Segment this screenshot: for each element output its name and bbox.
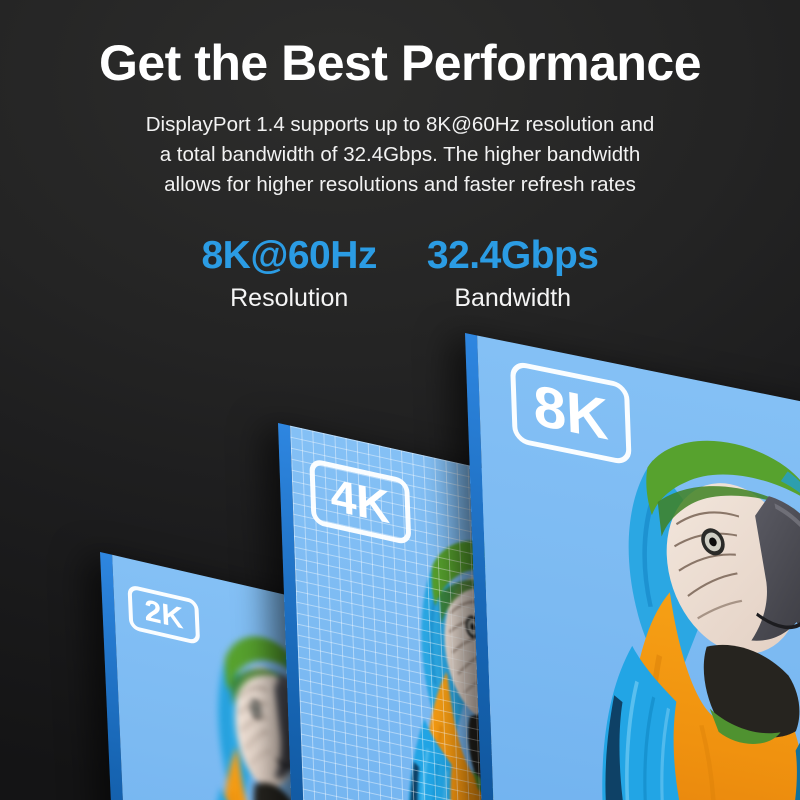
description-line: DisplayPort 1.4 supports up to 8K@60Hz r… [145, 113, 655, 136]
resolution-panel-8k: 8K [465, 333, 800, 800]
stat-label-resolution: Resolution [230, 284, 349, 312]
stat-value-bandwidth: 32.4Gbps [426, 234, 599, 277]
description: DisplayPort 1.4 supports up to 8K@60Hz r… [0, 110, 800, 200]
stat-resolution: 8K@60Hz Resolution [201, 234, 377, 313]
stats-row: 8K@60Hz Resolution 32.4Gbps Bandwidth [0, 234, 800, 313]
resolution-badge-4k: 4K [309, 457, 412, 546]
stat-value-resolution: 8K@60Hz [201, 234, 377, 277]
resolution-badge-8k: 8K [509, 360, 632, 467]
page-title: Get the Best Performance [98, 35, 702, 91]
description-line: a total bandwidth of 32.4Gbps. The highe… [159, 143, 641, 166]
stat-bandwidth: 32.4Gbps Bandwidth [427, 234, 599, 313]
panel-screen-8k: 8K [477, 335, 800, 800]
stat-label-bandwidth: Bandwidth [454, 284, 572, 312]
description-line: allows for higher resolutions and faster… [164, 173, 636, 196]
resolution-badge-2k: 2K [127, 584, 201, 646]
